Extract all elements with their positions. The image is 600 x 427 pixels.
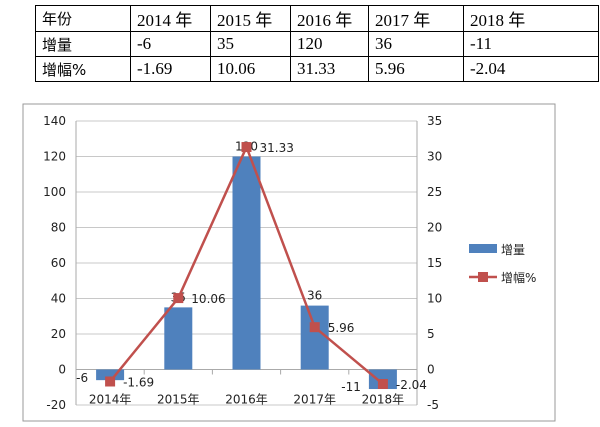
table-cell: 2014 年 (130, 5, 211, 32)
legend-label: 增幅% (501, 270, 536, 285)
y-right-tick-label: 10 (427, 292, 442, 306)
table-cell: 2016 年 (290, 5, 369, 32)
table-cell: 5.96 (368, 56, 464, 82)
line-data-label: 31.33 (260, 141, 294, 155)
y-right-tick-label: 0 (427, 363, 435, 377)
table-cell: -6 (130, 31, 211, 57)
table-row: 增量 -6 35 120 36 -11 (35, 31, 599, 57)
legend-label: 增量 (501, 243, 525, 257)
line-marker (173, 293, 184, 304)
x-tick-label: 2017年 (293, 393, 336, 407)
table-cell: 120 (290, 31, 369, 57)
bar-data-label: -11 (341, 380, 361, 394)
y-left-tick-label: 120 (43, 150, 66, 164)
bar-data-label: 36 (307, 289, 322, 303)
y-right-tick-label: 35 (427, 114, 442, 128)
x-tick-label: 2018年 (362, 393, 405, 407)
y-left-tick-label: 0 (58, 363, 66, 377)
y-right-tick-label: 20 (427, 221, 442, 235)
x-tick-label: 2014年 (89, 393, 132, 407)
line-data-label: 10.06 (191, 292, 225, 306)
legend-marker (478, 272, 488, 282)
bar (96, 369, 125, 381)
line-data-label: -2.04 (396, 378, 427, 392)
y-left-tick-label: 140 (43, 114, 66, 128)
y-left-tick-label: 80 (51, 221, 66, 235)
y-right-tick-label: 25 (427, 185, 442, 199)
y-left-tick-label: 40 (51, 292, 66, 306)
bar (300, 305, 329, 370)
table-cell: 增幅% (35, 56, 131, 82)
line-marker (377, 378, 388, 389)
table-cell: 2018 年 (463, 5, 599, 32)
y-right-tick-label: 30 (427, 150, 442, 164)
table-cell: 增量 (35, 31, 131, 57)
table-cell: -1.69 (130, 56, 211, 82)
bar-data-label: -6 (76, 371, 88, 385)
table-cell: 31.33 (290, 56, 369, 82)
line-marker (309, 322, 320, 333)
y-left-tick-label: 60 (51, 256, 66, 270)
x-tick-label: 2015年 (157, 393, 200, 407)
table-cell: -11 (463, 31, 599, 57)
legend-bar-swatch (469, 244, 497, 253)
y-left-tick-label: 20 (51, 327, 66, 341)
y-right-tick-label: 5 (427, 327, 435, 341)
y-left-tick-label: 100 (43, 185, 66, 199)
y-right-tick-label: -5 (427, 398, 439, 412)
table-cell: 10.06 (210, 56, 291, 82)
y-right-tick-label: 15 (427, 256, 442, 270)
bar (164, 307, 193, 370)
table-cell: 年份 (35, 5, 131, 32)
bar (232, 156, 261, 370)
line-data-label: 5.96 (328, 321, 355, 335)
table-cell: 36 (368, 31, 464, 57)
table-cell: -2.04 (463, 56, 599, 82)
table-header-row: 年份 2014 年 2015 年 2016 年 2017 年 2018 年 (35, 5, 599, 32)
line-marker (241, 142, 252, 153)
table-row: 增幅% -1.69 10.06 31.33 5.96 -2.04 (35, 56, 599, 82)
data-table: 年份 2014 年 2015 年 2016 年 2017 年 2018 年 增量… (35, 5, 599, 82)
x-tick-label: 2016年 (225, 393, 268, 407)
line-marker (105, 376, 116, 387)
line-data-label: -1.69 (123, 375, 154, 389)
table-cell: 35 (210, 31, 291, 57)
y-left-tick-label: -20 (46, 398, 66, 412)
